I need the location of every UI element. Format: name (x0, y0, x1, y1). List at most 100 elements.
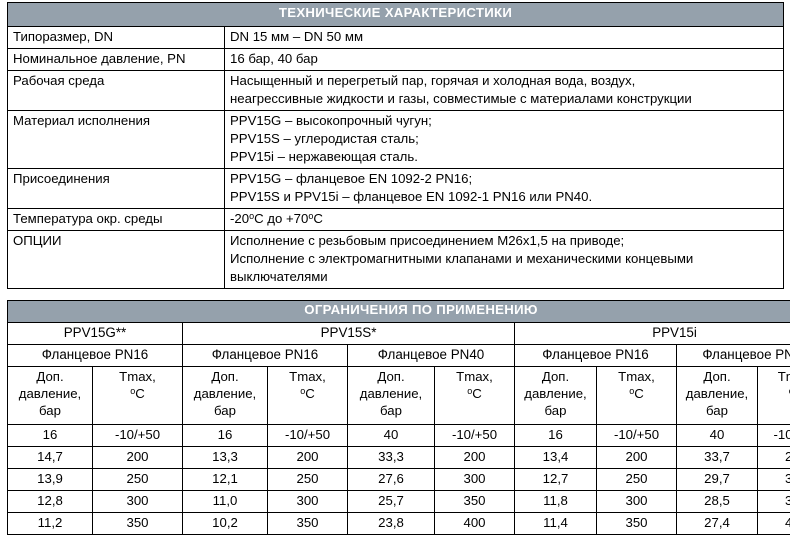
limits-connection-cell: Фланцевое PN40 (348, 345, 515, 367)
limits-table-banner: ОГРАНИЧЕНИЯ ПО ПРИМЕНЕНИЮ (8, 301, 790, 323)
limits-connection-cell: Фланцевое PN40 (677, 345, 790, 367)
limits-table-body: ОГРАНИЧЕНИЯ ПО ПРИМЕНЕНИЮ PPV15G**PPV15S… (8, 301, 790, 425)
limits-data-cell: 300 (597, 491, 677, 513)
limits-column-header: Tmax,oC (268, 367, 348, 425)
spec-row-label: Материал исполнения (8, 111, 225, 169)
limits-column-header-line: Доп. (349, 368, 433, 385)
limits-data-cell: 400 (758, 513, 790, 535)
limits-column-header-line: oC (598, 385, 675, 402)
spec-value-line: -20oC до +70oC (230, 210, 778, 228)
limits-data-cell: 14,7 (8, 447, 93, 469)
spec-table-banner-row: ТЕХНИЧЕСКИЕ ХАРАКТЕРИСТИКИ (8, 3, 784, 27)
limits-data-cell: -10/+50 (93, 425, 183, 447)
limits-data-cell: -10/+50 (597, 425, 677, 447)
limits-data-cell: 200 (597, 447, 677, 469)
limits-data-cell: 250 (93, 469, 183, 491)
limits-data-cell: 27,6 (348, 469, 435, 491)
limits-data-cell: 12,7 (515, 469, 597, 491)
limits-column-header-line: Доп. (184, 368, 266, 385)
limits-data-cell: 13,3 (183, 447, 268, 469)
limits-data-cell: 12,1 (183, 469, 268, 491)
spec-row-value: PPV15G – фланцевое EN 1092-2 PN16;PPV15S… (225, 169, 784, 209)
limits-column-header-line: oC (759, 385, 790, 402)
spec-row-value: PPV15G – высокопрочный чугун;PPV15S – уг… (225, 111, 784, 169)
limits-data-cell: 40 (677, 425, 758, 447)
spec-value-line: Исполнение с резьбовым присоединением M2… (230, 232, 778, 250)
limits-column-header: Tmax,oC (435, 367, 515, 425)
limits-table-banner-row: ОГРАНИЧЕНИЯ ПО ПРИМЕНЕНИЮ (8, 301, 790, 323)
limits-column-header-line: Tmax, (598, 368, 675, 385)
limits-column-header-line: oC (94, 385, 181, 402)
limits-column-header-line: бар (516, 402, 595, 419)
limits-column-header-line: давление, (678, 385, 756, 402)
spec-value-line: PPV15S и PPV15i – фланцевое EN 1092-1 PN… (230, 188, 778, 206)
limits-data-cell: 350 (435, 491, 515, 513)
limits-connection-cell: Фланцевое PN16 (183, 345, 348, 367)
spec-value-line: PPV15G – фланцевое EN 1092-2 PN16; (230, 170, 778, 188)
limits-data-cell: 16 (183, 425, 268, 447)
limits-data-cell: 33,3 (348, 447, 435, 469)
limits-data-cell: 250 (268, 469, 348, 491)
table-gap-spacer (7, 289, 784, 300)
limits-data-cell: 27,4 (677, 513, 758, 535)
spec-value-line: PPV15i – нержавеющая сталь. (230, 148, 778, 166)
spec-row-value: Исполнение с резьбовым присоединением M2… (225, 231, 784, 289)
limits-column-header-line: Доп. (516, 368, 595, 385)
limits-data-cell: 11,4 (515, 513, 597, 535)
limits-column-header-line: бар (184, 402, 266, 419)
limits-column-header-line: Доп. (9, 368, 91, 385)
application-limits-table: ОГРАНИЧЕНИЯ ПО ПРИМЕНЕНИЮ PPV15G**PPV15S… (7, 300, 790, 535)
spec-row-label: Рабочая среда (8, 71, 225, 111)
limits-data-cell: 350 (758, 491, 790, 513)
limits-column-header: Tmax,oC (597, 367, 677, 425)
limits-column-header-line: oC (269, 385, 346, 402)
spec-row-label: Номинальное давление, PN (8, 49, 225, 71)
spec-row-value: 16 бар, 40 бар (225, 49, 784, 71)
limits-column-header-line: давление, (9, 385, 91, 402)
limits-column-header-line: Tmax, (94, 368, 181, 385)
limits-column-header-line: Доп. (678, 368, 756, 385)
limits-data-cell: 23,8 (348, 513, 435, 535)
limits-column-header-line: Tmax, (269, 368, 346, 385)
spec-row-label: Присоединения (8, 169, 225, 209)
limits-column-header-line: давление, (349, 385, 433, 402)
limits-data-cell: 200 (93, 447, 183, 469)
limits-data-cell: 10,2 (183, 513, 268, 535)
limits-connection-cell: Фланцевое PN16 (8, 345, 183, 367)
limits-data-cell: 300 (758, 469, 790, 491)
spec-value-line: DN 15 мм – DN 50 мм (230, 28, 778, 46)
limits-data-cell: 350 (268, 513, 348, 535)
limits-data-cell: 11,8 (515, 491, 597, 513)
spec-value-line: Насыщенный и перегретый пар, горячая и х… (230, 72, 778, 90)
limits-group-cell: PPV15S* (183, 323, 515, 345)
limits-data-cell: 300 (93, 491, 183, 513)
limits-data-cell: 25,7 (348, 491, 435, 513)
limits-data-cell: 200 (435, 447, 515, 469)
spec-row-label: Типоразмер, DN (8, 27, 225, 49)
spec-row-label: Температура окр. среды (8, 209, 225, 231)
limits-column-header-line: Tmax, (436, 368, 513, 385)
spec-value-line: Исполнение с электромагнитными клапанами… (230, 250, 778, 268)
limits-column-header: Tmax,oC (93, 367, 183, 425)
limits-data-cell: 16 (8, 425, 93, 447)
limits-data-cell: 40 (348, 425, 435, 447)
spec-rows: Типоразмер, DN DN 15 мм – DN 50 мм Номинал… (8, 27, 784, 289)
spec-table-banner: ТЕХНИЧЕСКИЕ ХАРАКТЕРИСТИКИ (8, 3, 784, 27)
limits-column-header: Доп.давление,бар (8, 367, 93, 425)
limits-data-cell: 350 (93, 513, 183, 535)
spec-value-line: PPV15G – высокопрочный чугун; (230, 112, 778, 130)
spec-table-body: ТЕХНИЧЕСКИЕ ХАРАКТЕРИСТИКИ (8, 3, 784, 27)
spec-value-line: выключателями (230, 268, 778, 286)
limits-connection-cell: Фланцевое PN16 (515, 345, 677, 367)
spec-value-line: PPV15S – углеродистая сталь; (230, 130, 778, 148)
limits-column-header: Доп.давление,бар (677, 367, 758, 425)
limits-data-cell: 400 (435, 513, 515, 535)
spec-row-value: Насыщенный и перегретый пар, горячая и х… (225, 71, 784, 111)
